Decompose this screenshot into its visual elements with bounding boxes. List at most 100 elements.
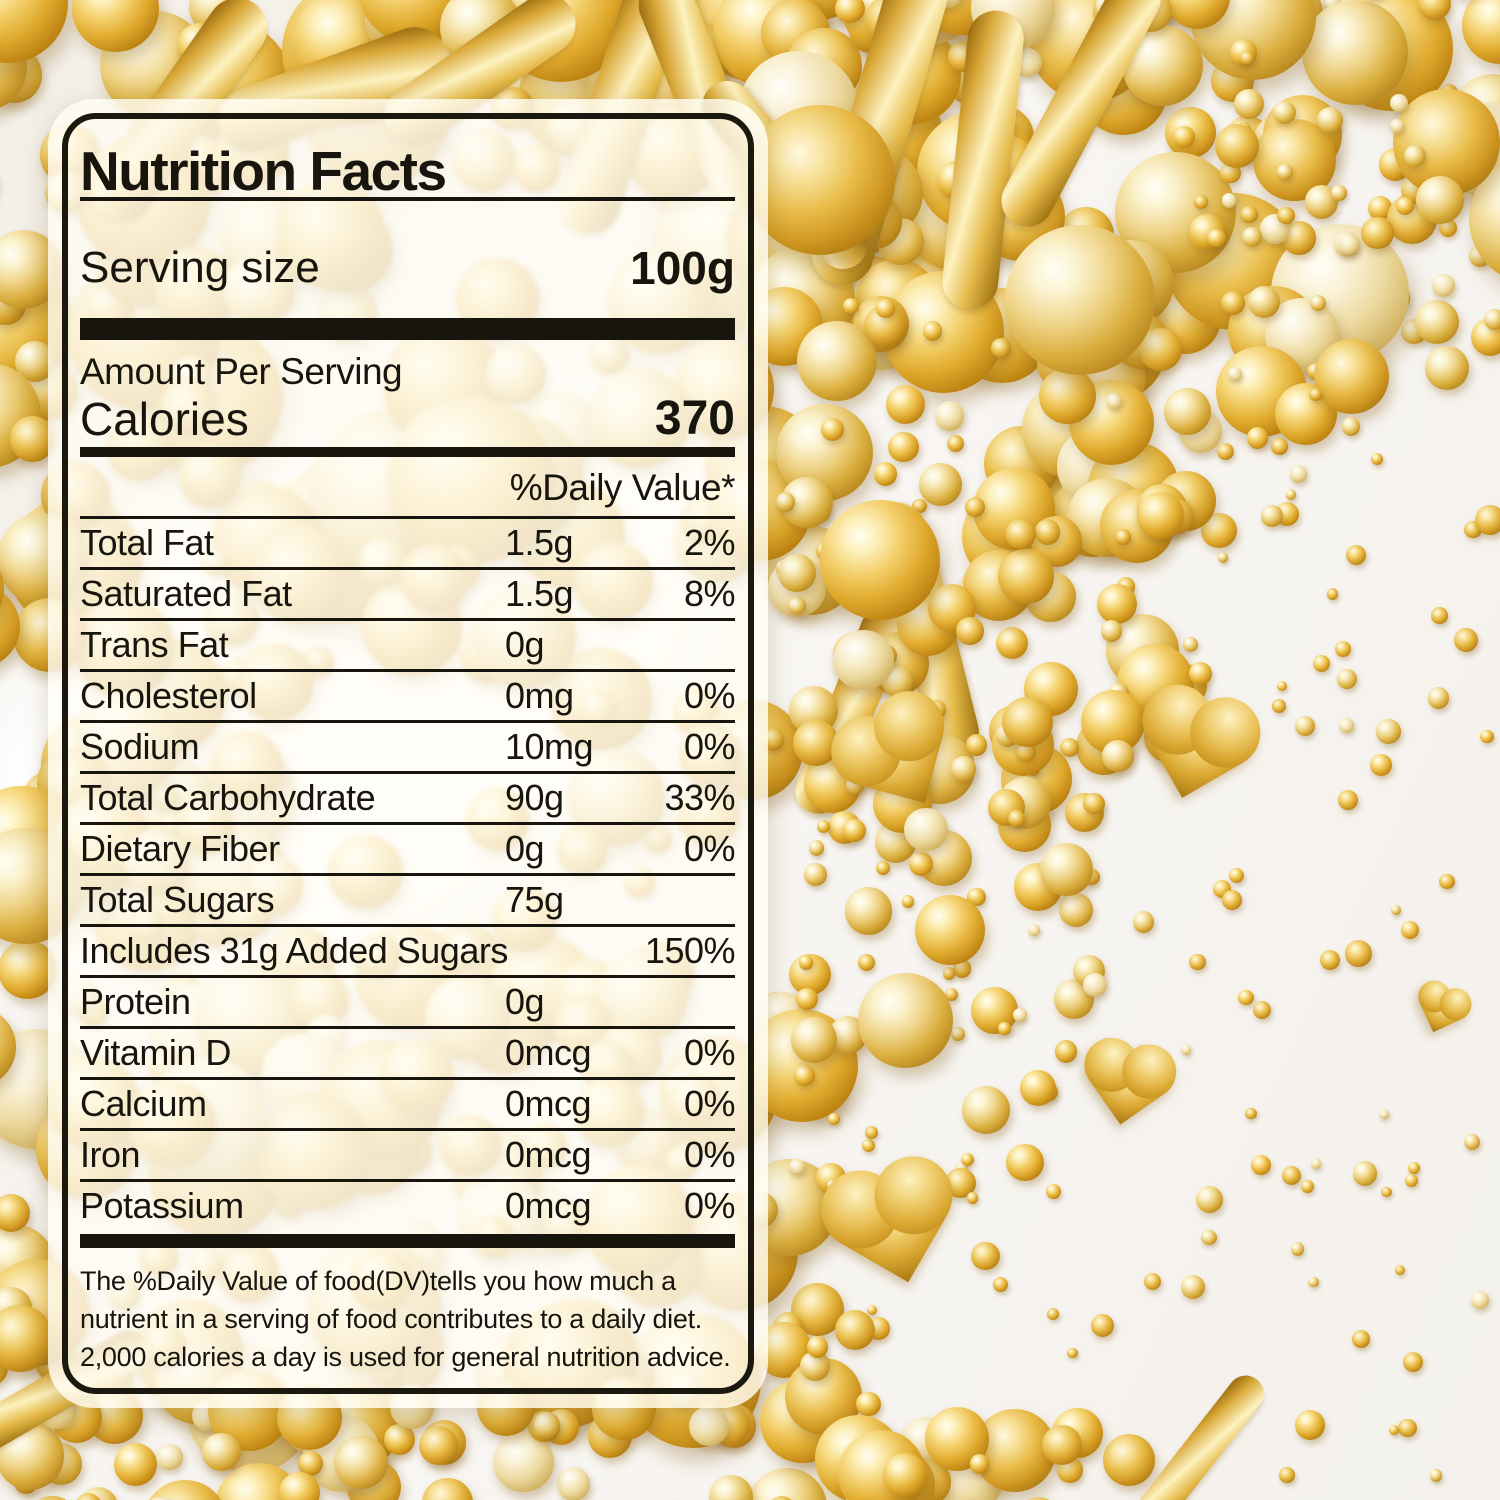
gold-ball: [1083, 972, 1108, 997]
gold-ball: [1005, 225, 1155, 375]
divider: [80, 516, 735, 519]
gold-ball: [1207, 228, 1226, 248]
gold-ball: [1201, 1229, 1217, 1246]
gold-ball: [334, 1435, 389, 1490]
gold-ball: [1239, 50, 1254, 65]
gold-ball: [858, 953, 876, 971]
gold-ball: [843, 298, 860, 315]
gold-ball: [1233, 88, 1265, 120]
gold-ball: [1035, 519, 1061, 545]
gold-ball: [1331, 185, 1347, 201]
gold-ball: [998, 1022, 1011, 1035]
gold-ball: [1042, 1425, 1082, 1465]
gold-ball: [1100, 620, 1123, 643]
gold-ball: [1083, 792, 1106, 815]
gold-ball: [804, 862, 828, 886]
gold-ball: [1418, 0, 1452, 21]
nutrient-daily-value: 8%: [683, 573, 736, 614]
gold-ball: [1389, 118, 1405, 133]
gold-ball: [422, 1477, 473, 1500]
serving-size-label: Serving size: [80, 243, 320, 292]
gold-ball: [1430, 1469, 1443, 1482]
gold-ball: [1054, 1039, 1078, 1063]
nutrient-amount: 75g: [505, 879, 564, 920]
gold-ball: [1164, 388, 1212, 436]
gold-ball: [788, 596, 806, 614]
gold-ball: [1286, 489, 1297, 500]
gold-ball: [1272, 699, 1286, 713]
gold-ball: [1427, 687, 1450, 709]
gold-ball: [418, 1426, 458, 1466]
nutrient-table: Total Fat 1.5g 2% Saturated Fat 1.5g 8% …: [80, 519, 736, 1233]
gold-ball: [970, 986, 1019, 1035]
thick-divider: [80, 1234, 735, 1248]
gold-ball: [1047, 1307, 1060, 1321]
nutrient-name: Dietary Fiber: [80, 828, 280, 869]
gold-ball: [28, 1496, 77, 1500]
gold-ball: [1040, 842, 1093, 896]
gold-ball: [1188, 662, 1212, 685]
serving-size-row: Serving size 100g: [80, 240, 735, 296]
gold-ball: [964, 497, 985, 518]
gold-ball: [1193, 194, 1208, 209]
gold-ball: [1216, 442, 1235, 461]
gold-ball: [1180, 1044, 1191, 1055]
gold-ball: [944, 988, 958, 1002]
gold-ball: [1301, 1180, 1315, 1193]
gold-ball: [875, 298, 895, 318]
gold-ball: [842, 818, 866, 842]
gold-ball: [1361, 216, 1394, 250]
gold-ball: [1228, 867, 1244, 884]
nutrient-daily-value: 0%: [683, 726, 736, 767]
gold-ball: [1295, 1410, 1325, 1440]
gold-ball: [1380, 1186, 1392, 1198]
gold-ball: [1172, 126, 1195, 148]
gold-ball: [960, 1152, 975, 1167]
nutrient-daily-value: 0%: [683, 1083, 736, 1124]
gold-ball: [1215, 124, 1259, 168]
gold-ball: [1312, 654, 1331, 672]
nutrient-daily-value: 2%: [683, 522, 736, 563]
nutrient-amount: 0mcg: [505, 1134, 592, 1175]
gold-ball: [873, 462, 898, 487]
gold-ball: [1336, 669, 1357, 690]
gold-ball: [1309, 294, 1327, 312]
nutrient-amount: 90g: [505, 777, 564, 818]
gold-ball: [1480, 729, 1494, 743]
gold-ball: [956, 617, 984, 645]
nutrient-name: Total Sugars: [80, 879, 275, 920]
gold-heart: [1089, 1049, 1165, 1125]
gold-ball: [556, 1467, 591, 1500]
gold-ball: [1439, 873, 1455, 890]
gold-ball: [1027, 923, 1040, 937]
gold-ball: [798, 954, 814, 970]
gold-ball: [961, 1085, 1010, 1134]
gold-ball: [1005, 518, 1036, 549]
gold-ball: [1282, 1166, 1302, 1186]
gold-ball: [1242, 227, 1262, 247]
gold-ball: [998, 548, 1054, 605]
gold-ball: [0, 1305, 54, 1372]
gold-ball: [1227, 366, 1242, 381]
gold-ball: [1103, 1433, 1156, 1486]
gold-ball: [1396, 196, 1415, 215]
gold-ball: [1389, 1424, 1400, 1436]
gold-ball: [866, 1305, 878, 1316]
gold-ball: [688, 1405, 730, 1446]
gold-ball: [1475, 505, 1500, 535]
daily-value-heading: %Daily Value*: [509, 467, 736, 508]
gold-ball: [1261, 505, 1283, 527]
nutrient-name: Protein: [80, 981, 191, 1022]
table-row: Total Fat 1.5g 2%: [80, 519, 736, 570]
gold-ball: [796, 321, 877, 402]
gold-heart: [1147, 702, 1243, 798]
gold-ball: [865, 1125, 879, 1140]
gold-ball: [0, 544, 5, 634]
table-row: Saturated Fat 1.5g 8%: [80, 570, 736, 621]
gold-ball: [1102, 739, 1134, 772]
nutrient-amount: [505, 927, 645, 975]
nutrient-amount: 10mg: [505, 726, 594, 767]
table-row: Potassium 0mcg 0%: [80, 1182, 736, 1233]
gold-ball: [1416, 176, 1464, 224]
gold-ball: [9, 416, 56, 462]
